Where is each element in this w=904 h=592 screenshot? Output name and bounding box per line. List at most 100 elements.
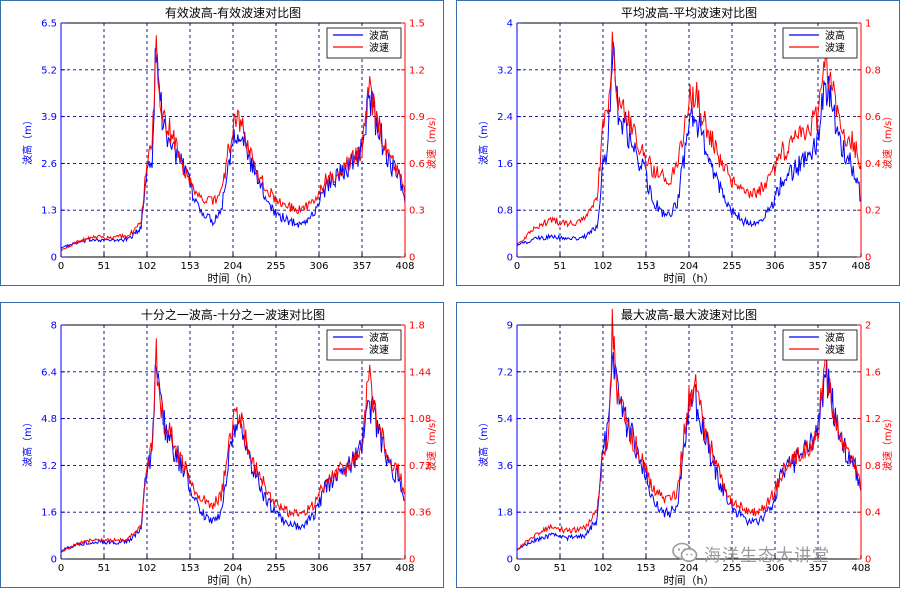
x-tick-label: 408 xyxy=(395,261,414,272)
x-tick-label: 204 xyxy=(223,563,242,574)
y-tick-label-left: 6.5 xyxy=(41,19,57,30)
y-tick-label-left: 7.2 xyxy=(497,367,513,378)
legend-label: 波速 xyxy=(369,343,389,356)
y-tick-label-left: 2.4 xyxy=(497,112,513,123)
legend-label: 波速 xyxy=(825,41,845,54)
y-tick-label-left: 3.9 xyxy=(41,112,57,123)
x-tick-label: 204 xyxy=(679,261,698,272)
chart-title: 最大波高-最大波速对比图 xyxy=(621,307,757,322)
legend-box xyxy=(782,329,858,361)
y-tick-label-right: 1.2 xyxy=(409,65,425,76)
chart-title: 平均波高-平均波速对比图 xyxy=(621,5,757,20)
chart-panel-max: 最大波高-最大波速对比图 0 51 102 153 204 255 306 357 408 0 1.8… xyxy=(456,302,900,588)
chart-svg: 十分之一波高-十分之一波速对比图 0 51 102 153 204 255 306 357 408… xyxy=(21,307,438,587)
y-axis-label-left: 波高（m） xyxy=(21,115,34,165)
y-tick-label-right: 1.8 xyxy=(409,321,425,332)
x-tick-label: 204 xyxy=(679,563,698,574)
y-tick-label-left: 5.2 xyxy=(41,65,57,76)
y-axis-label-right: 波速（m/s） xyxy=(425,413,438,471)
y-tick-label-left: 4 xyxy=(507,19,513,30)
x-tick-label: 102 xyxy=(593,563,612,574)
y-tick-label-right: 0.4 xyxy=(865,159,881,170)
y-tick-label-left: 0 xyxy=(51,253,57,264)
y-tick-label-right: 1.2 xyxy=(865,414,881,425)
y-tick-label-right: 0.8 xyxy=(865,65,881,76)
x-tick-label: 153 xyxy=(636,563,655,574)
y-axis-label-right: 波速（m/s） xyxy=(425,111,438,169)
y-tick-label-left: 0 xyxy=(507,253,513,264)
y-axis-label-right: 波速（m/s） xyxy=(881,111,894,169)
x-tick-label: 357 xyxy=(352,261,371,272)
y-tick-label-right: 0 xyxy=(865,555,871,566)
x-tick-label: 0 xyxy=(58,261,64,272)
x-tick-label: 153 xyxy=(180,563,199,574)
y-tick-label-right: 0.6 xyxy=(865,112,881,123)
x-tick-label: 408 xyxy=(851,261,870,272)
y-tick-label-left: 0 xyxy=(507,555,513,566)
y-tick-label-left: 8 xyxy=(51,321,57,332)
y-tick-label-right: 0.3 xyxy=(409,206,425,217)
y-tick-label-left: 3.2 xyxy=(41,461,57,472)
y-axis-label-left: 波高（m） xyxy=(477,417,490,467)
y-tick-label-right: 0.6 xyxy=(409,159,425,170)
series-wave-speed-line xyxy=(516,308,862,551)
y-tick-label-left: 3.2 xyxy=(497,65,513,76)
chart-panel-mean: 平均波高-平均波速对比图 0 51 102 153 204 255 306 357 408 0 0.8… xyxy=(456,0,900,286)
x-tick-label: 255 xyxy=(266,563,285,574)
x-tick-label: 408 xyxy=(395,563,414,574)
legend-box xyxy=(326,329,402,361)
y-tick-label-right: 0.2 xyxy=(865,206,881,217)
x-tick-label: 306 xyxy=(765,563,784,574)
y-tick-label-right: 0.9 xyxy=(409,112,425,123)
x-tick-label: 51 xyxy=(98,563,111,574)
x-tick-label: 102 xyxy=(593,261,612,272)
x-tick-label: 102 xyxy=(137,563,156,574)
legend-label: 波高 xyxy=(369,29,389,42)
chart-panel-significant: 有效波高-有效波速对比图 0 51 102 153 204 255 306 357 408 0 1.3… xyxy=(0,0,444,286)
x-axis-label: 时间（h） xyxy=(208,272,259,285)
y-tick-label-left: 2.6 xyxy=(41,159,57,170)
x-tick-label: 153 xyxy=(636,261,655,272)
y-tick-label-right: 0 xyxy=(409,253,415,264)
legend-label: 波高 xyxy=(369,331,389,344)
y-tick-label-right: 0.72 xyxy=(409,461,431,472)
x-tick-label: 204 xyxy=(223,261,242,272)
x-tick-label: 255 xyxy=(722,563,741,574)
y-tick-label-right: 0.4 xyxy=(865,508,881,519)
chart-title: 十分之一波高-十分之一波速对比图 xyxy=(141,307,325,322)
x-axis-label: 时间（h） xyxy=(208,574,259,587)
x-tick-label: 102 xyxy=(137,261,156,272)
chart-panel-tenth: 十分之一波高-十分之一波速对比图 0 51 102 153 204 255 306 357 408… xyxy=(0,302,444,588)
x-tick-label: 153 xyxy=(180,261,199,272)
watermark-text: 海洋生态大讲堂 xyxy=(704,545,830,566)
y-tick-label-left: 1.6 xyxy=(497,159,513,170)
y-tick-label-left: 6.4 xyxy=(41,367,57,378)
y-tick-label-right: 0.8 xyxy=(865,461,881,472)
y-tick-label-right: 0.36 xyxy=(409,508,431,519)
legend-box xyxy=(326,27,402,59)
y-tick-label-left: 3.6 xyxy=(497,461,513,472)
y-tick-label-right: 0 xyxy=(865,253,871,264)
x-tick-label: 306 xyxy=(765,261,784,272)
y-tick-label-right: 2 xyxy=(865,321,871,332)
x-axis-label: 时间（h） xyxy=(664,574,715,587)
y-tick-label-right: 1.08 xyxy=(409,414,431,425)
x-tick-label: 357 xyxy=(808,261,827,272)
y-tick-label-right: 1 xyxy=(865,19,871,30)
x-tick-label: 255 xyxy=(266,261,285,272)
y-tick-label-right: 1.5 xyxy=(409,19,425,30)
x-tick-label: 357 xyxy=(808,563,827,574)
x-tick-label: 357 xyxy=(352,563,371,574)
y-tick-label-left: 0.8 xyxy=(497,206,513,217)
wechat-icon xyxy=(672,542,698,562)
x-tick-label: 51 xyxy=(98,261,111,272)
legend-label: 波速 xyxy=(369,41,389,54)
y-tick-label-left: 9 xyxy=(507,321,513,332)
y-tick-label-left: 0 xyxy=(51,555,57,566)
y-tick-label-left: 1.3 xyxy=(41,206,57,217)
